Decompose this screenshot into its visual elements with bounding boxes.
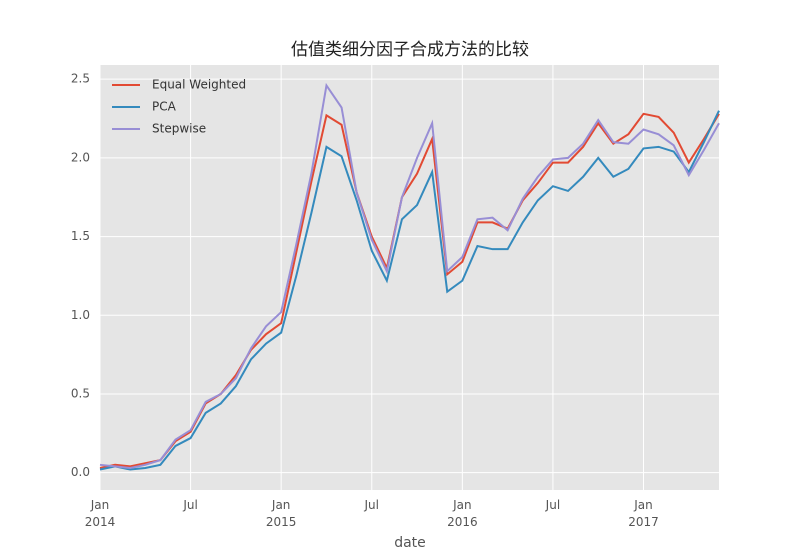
legend-label: PCA — [152, 100, 177, 114]
y-tick-label: 0.5 — [71, 386, 90, 400]
chart-title: 估值类细分因子合成方法的比较 — [291, 40, 529, 60]
x-tick-label: Jan 2016 — [447, 498, 478, 529]
legend-label: Equal Weighted — [152, 78, 246, 92]
legend-label: Stepwise — [152, 122, 206, 136]
x-axis-label: date — [394, 535, 426, 550]
line — [99, 82, 720, 469]
x-tick-label: Jan 2017 — [628, 498, 659, 529]
x-tick-label: Jul — [364, 498, 379, 512]
x-tick-label: Jan 2015 — [266, 498, 297, 529]
y-tick-label: 1.5 — [71, 229, 90, 243]
x-tick-label: Jul — [545, 498, 560, 512]
x-tick-label: Jul — [182, 498, 197, 512]
y-tick-label: 2.5 — [71, 72, 90, 86]
plot-area — [100, 65, 719, 490]
y-tick-label: 2.0 — [71, 150, 90, 164]
x-tick-label: Jan 2014 — [85, 498, 116, 529]
y-tick-label: 0.0 — [71, 465, 90, 479]
line — [99, 110, 720, 471]
y-tick-label: 1.0 — [71, 308, 90, 322]
